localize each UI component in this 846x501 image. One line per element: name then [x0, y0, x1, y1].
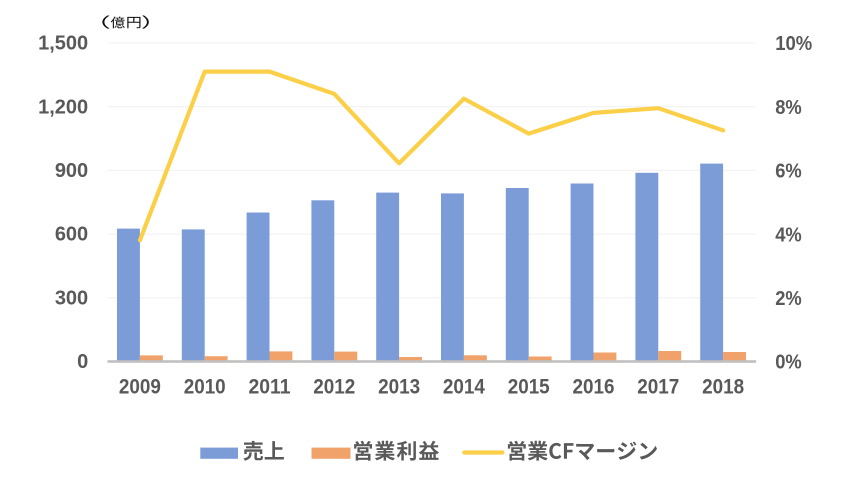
svg-text:6%: 6% — [775, 161, 802, 183]
svg-text:2014: 2014 — [443, 376, 485, 399]
svg-text:600: 600 — [55, 224, 88, 246]
svg-text:1,200: 1,200 — [38, 96, 88, 118]
svg-text:2011: 2011 — [249, 376, 291, 399]
svg-text:300: 300 — [55, 287, 88, 309]
svg-text:10%: 10% — [775, 33, 812, 55]
svg-text:1,500: 1,500 — [38, 33, 88, 55]
svg-text:0: 0 — [77, 351, 88, 373]
svg-text:2013: 2013 — [378, 376, 420, 399]
svg-text:2010: 2010 — [184, 376, 226, 399]
svg-text:2%: 2% — [775, 288, 802, 310]
svg-text:4%: 4% — [775, 224, 802, 246]
svg-text:2009: 2009 — [119, 376, 161, 399]
svg-text:2017: 2017 — [637, 376, 679, 399]
svg-text:2015: 2015 — [508, 376, 550, 399]
svg-text:900: 900 — [55, 160, 88, 182]
svg-text:2016: 2016 — [573, 376, 615, 399]
svg-text:2012: 2012 — [313, 376, 355, 399]
svg-text:0%: 0% — [775, 352, 802, 374]
svg-text:8%: 8% — [775, 97, 802, 119]
svg-text:2018: 2018 — [702, 376, 744, 399]
